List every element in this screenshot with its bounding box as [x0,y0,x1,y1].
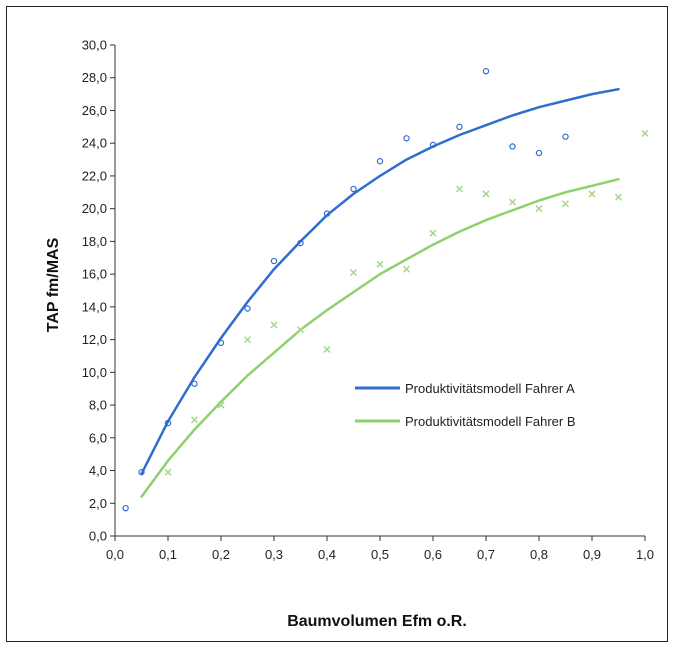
x-tick-label: 0,3 [265,547,283,562]
y-tick-label: 14,0 [82,299,107,314]
legend-label-b: Produktivitätsmodell Fahrer B [405,414,576,429]
series-2 [140,177,620,498]
data-point [403,135,410,142]
y-tick-label: 22,0 [82,168,107,183]
data-point [323,345,331,353]
data-point [561,200,570,208]
legend-label-a: Produktivitätsmodell Fahrer A [405,381,575,396]
x-axis-title: Baumvolumen Efm o.R. [287,613,467,630]
axes [110,44,646,541]
x-tick-label: 0,1 [159,547,177,562]
x-tick-label: 0,2 [212,547,230,562]
data-point [191,380,198,387]
legend: Produktivitätsmodell Fahrer A Produktivi… [355,381,576,429]
data-point [270,257,278,265]
data-point [164,419,172,427]
data-point [190,416,199,424]
series-3 [164,129,649,476]
data-point [244,305,251,312]
data-point [614,193,623,201]
data-point [270,321,278,329]
data-point [455,185,464,193]
x-tick-label: 0,7 [477,547,495,562]
x-tick-label: 0,5 [371,547,389,562]
data-point [509,143,516,150]
data-point [456,123,463,131]
y-tick-label: 10,0 [82,365,107,380]
x-tick-label: 0,4 [318,547,336,562]
data-point [535,205,543,213]
data-point [138,468,145,476]
data-point [297,239,304,247]
data-point [535,149,543,157]
y-tick-label: 4,0 [89,463,107,478]
y-tick-label: 24,0 [82,136,107,151]
series-line [140,177,620,498]
data-point [482,67,490,75]
data-point [243,336,252,344]
data-point [402,265,411,273]
data-point [588,190,596,198]
y-tick-labels: 0,0 2,0 4,0 6,0 8,0 10,0 12,0 14,0 16,0 18,0 20,0 2… [82,38,107,544]
y-tick-label: 6,0 [89,430,107,445]
y-tick-label: 16,0 [82,267,107,282]
y-tick-label: 26,0 [82,103,107,118]
data-point [562,133,569,140]
data-point [429,141,437,149]
y-tick-label: 12,0 [82,332,107,347]
y-tick-label: 30,0 [82,38,107,53]
y-axis-title: TAP fm/MAS [45,237,62,332]
series-layer [122,67,649,512]
data-point [217,401,225,409]
data-point [323,210,331,217]
data-point [217,339,225,347]
series-line [140,87,620,476]
x-tick-label: 1,0 [636,547,654,562]
x-tick-label: 0,6 [424,547,442,562]
data-point [482,190,490,198]
x-tick-labels: 0,0 0,1 0,2 0,3 0,4 0,5 0,6 0,7 0,8 0,9 1,0 [106,547,654,562]
y-tick-label: 0,0 [89,529,107,544]
series-0 [140,87,620,476]
data-point [122,504,129,512]
data-point [641,129,649,137]
y-tick-label: 8,0 [89,398,107,413]
y-tick-label: 2,0 [89,496,107,511]
data-point [376,260,384,268]
x-tick-label: 0,0 [106,547,124,562]
x-tick-label: 0,8 [530,547,548,562]
data-point [508,198,517,206]
data-point [429,229,437,237]
data-point [164,468,172,476]
y-tick-label: 28,0 [82,70,107,85]
x-tick-label: 0,9 [583,547,601,562]
data-point [350,185,357,193]
series-1 [122,67,569,512]
y-tick-label: 20,0 [82,201,107,216]
data-point [296,326,305,334]
data-point [376,158,384,165]
data-point [349,268,358,277]
y-tick-label: 18,0 [82,234,107,249]
